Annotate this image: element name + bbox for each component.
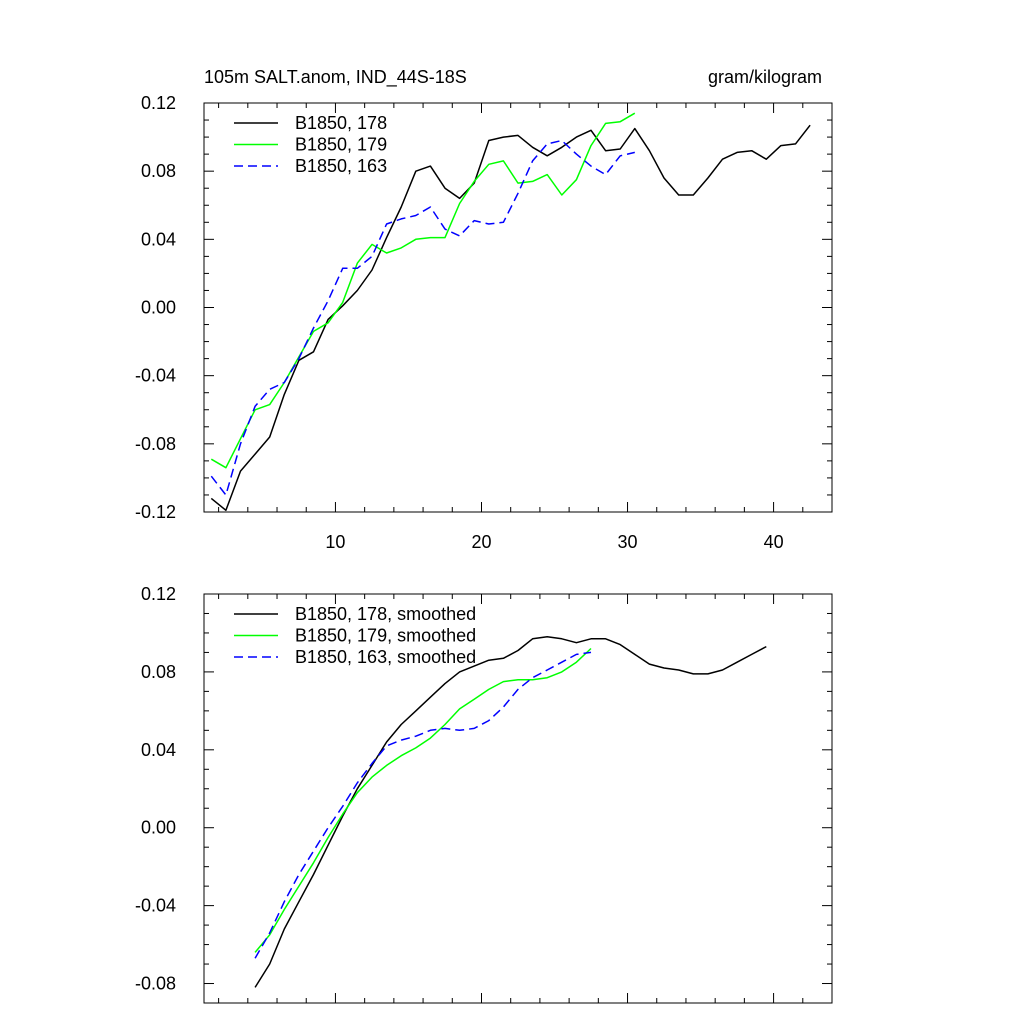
y-tick-label: -0.12 [135,502,176,522]
y-tick-label: 0.00 [141,298,176,318]
chart-panel-2: -0.08 -0.04 0.00 0.04 0.08 0.12 B1850, 178, sm… [135,584,833,1004]
plot-frame [203,593,833,1004]
y-tick-label: 0.12 [141,93,176,113]
legend-label: B1850, 163 [295,156,387,176]
units-label: gram/kilogram [708,67,822,87]
y-tick-label: 0.04 [141,229,176,249]
y-tick-label: -0.04 [135,366,176,386]
series-line-1 [210,124,811,512]
y-tick-label: 0.12 [141,584,176,604]
x-tick-label: 30 [618,532,638,552]
series-line-1 [254,636,767,988]
y-tick-label: 0.08 [141,161,176,181]
legend-label: B1850, 179, smoothed [295,626,476,646]
x-tick-label: 10 [325,532,345,552]
series-line-2 [210,112,636,469]
chart-title: 105m SALT.anom, IND_44S-18S [204,67,467,88]
x-tick-label: 20 [471,532,491,552]
series-line-2 [254,647,592,953]
y-tick-label: -0.08 [135,434,176,454]
legend-label: B1850, 179 [295,135,387,155]
y-tick-label: 0.08 [141,662,176,682]
x-tick-label: 40 [764,532,784,552]
series-line-3 [210,139,635,496]
series-line-3 [254,651,592,959]
y-tick-label: -0.08 [135,974,176,994]
legend-label: B1850, 178 [295,113,387,133]
y-tick-label: 0.04 [141,740,176,760]
chart-panel-1: 10 20 30 40 -0.12 -0.08 -0.04 0.00 0.04 0.08 0.12 1… [135,67,833,552]
y-tick-label: -0.04 [135,896,176,916]
legend-label: B1850, 163, smoothed [295,647,476,667]
legend-label: B1850, 178, smoothed [295,604,476,624]
y-tick-label: 0.00 [141,818,176,838]
